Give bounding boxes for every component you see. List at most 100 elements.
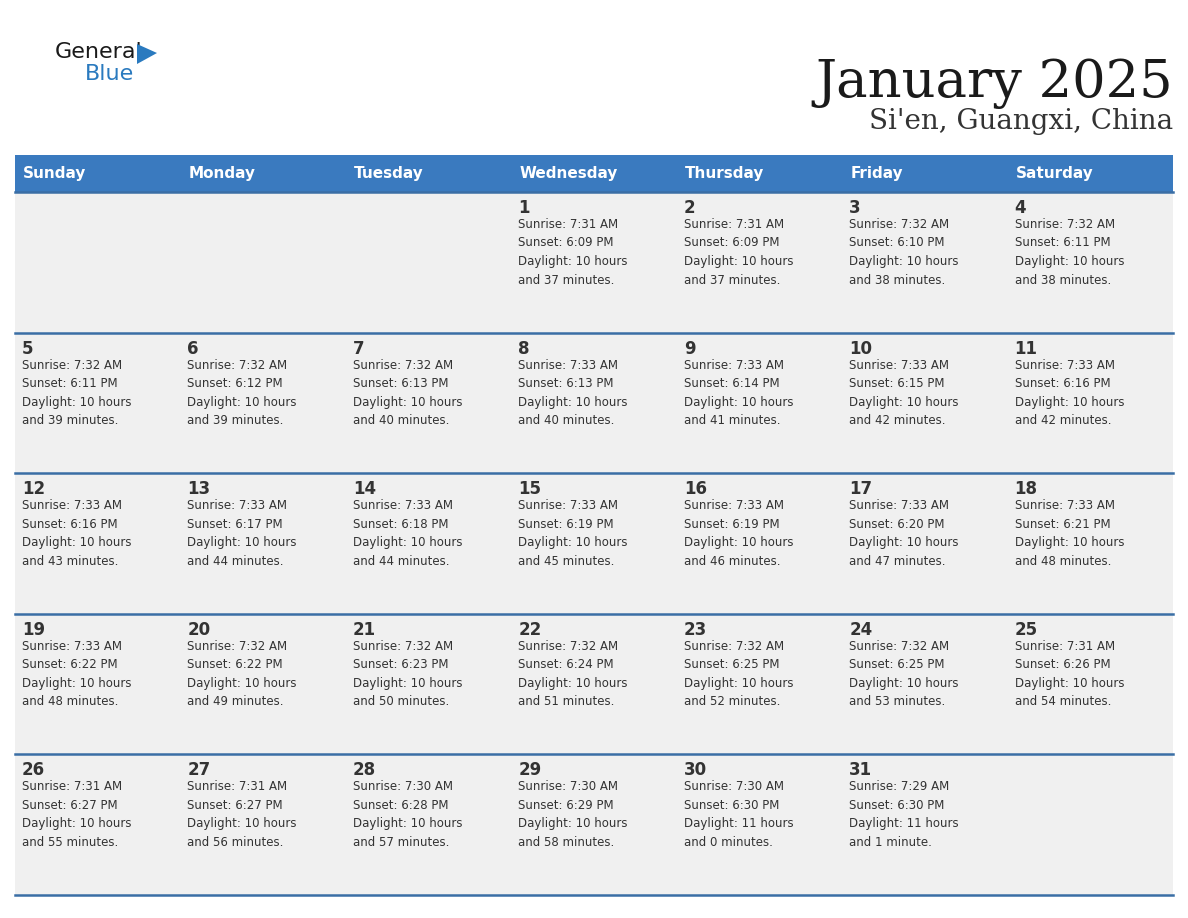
Text: Monday: Monday [189, 166, 255, 181]
Bar [15, 155, 1173, 192]
Bar [677, 614, 842, 755]
Text: Sunrise: 7:31 AM
Sunset: 6:09 PM
Daylight: 10 hours
and 37 minutes.: Sunrise: 7:31 AM Sunset: 6:09 PM Dayligh… [684, 218, 794, 286]
Text: Tuesday: Tuesday [354, 166, 424, 181]
Bar [511, 332, 677, 473]
Bar [15, 192, 181, 332]
Text: 15: 15 [518, 480, 542, 498]
Text: 31: 31 [849, 761, 872, 779]
Text: 7: 7 [353, 340, 365, 358]
Text: Wednesday: Wednesday [519, 166, 618, 181]
Text: Sunrise: 7:31 AM
Sunset: 6:27 PM
Daylight: 10 hours
and 55 minutes.: Sunrise: 7:31 AM Sunset: 6:27 PM Dayligh… [23, 780, 132, 849]
Text: Sunrise: 7:29 AM
Sunset: 6:30 PM
Daylight: 11 hours
and 1 minute.: Sunrise: 7:29 AM Sunset: 6:30 PM Dayligh… [849, 780, 959, 849]
Bar [181, 473, 346, 614]
Text: Sunrise: 7:32 AM
Sunset: 6:25 PM
Daylight: 10 hours
and 53 minutes.: Sunrise: 7:32 AM Sunset: 6:25 PM Dayligh… [849, 640, 959, 709]
Bar [842, 755, 1007, 895]
Text: 24: 24 [849, 621, 872, 639]
Bar [677, 473, 842, 614]
Bar [511, 473, 677, 614]
Text: Sunrise: 7:32 AM
Sunset: 6:25 PM
Daylight: 10 hours
and 52 minutes.: Sunrise: 7:32 AM Sunset: 6:25 PM Dayligh… [684, 640, 794, 709]
Text: 3: 3 [849, 199, 861, 217]
Text: Sunrise: 7:33 AM
Sunset: 6:13 PM
Daylight: 10 hours
and 40 minutes.: Sunrise: 7:33 AM Sunset: 6:13 PM Dayligh… [518, 359, 627, 427]
Text: Blue: Blue [86, 64, 134, 84]
Text: 13: 13 [188, 480, 210, 498]
Bar [842, 192, 1007, 332]
Text: Sunrise: 7:33 AM
Sunset: 6:19 PM
Daylight: 10 hours
and 45 minutes.: Sunrise: 7:33 AM Sunset: 6:19 PM Dayligh… [518, 499, 627, 567]
Bar [1007, 332, 1173, 473]
Text: 23: 23 [684, 621, 707, 639]
Text: 6: 6 [188, 340, 198, 358]
Text: Sunrise: 7:33 AM
Sunset: 6:18 PM
Daylight: 10 hours
and 44 minutes.: Sunrise: 7:33 AM Sunset: 6:18 PM Dayligh… [353, 499, 462, 567]
Text: 29: 29 [518, 761, 542, 779]
Bar [346, 755, 511, 895]
Bar [511, 192, 677, 332]
Bar [842, 614, 1007, 755]
Text: General: General [55, 42, 143, 62]
Text: Sunrise: 7:33 AM
Sunset: 6:19 PM
Daylight: 10 hours
and 46 minutes.: Sunrise: 7:33 AM Sunset: 6:19 PM Dayligh… [684, 499, 794, 567]
Bar [346, 192, 511, 332]
Bar [1007, 473, 1173, 614]
Text: 22: 22 [518, 621, 542, 639]
Text: 11: 11 [1015, 340, 1037, 358]
Text: Sunrise: 7:33 AM
Sunset: 6:16 PM
Daylight: 10 hours
and 43 minutes.: Sunrise: 7:33 AM Sunset: 6:16 PM Dayligh… [23, 499, 132, 567]
Text: Sunrise: 7:31 AM
Sunset: 6:09 PM
Daylight: 10 hours
and 37 minutes.: Sunrise: 7:31 AM Sunset: 6:09 PM Dayligh… [518, 218, 627, 286]
Bar [511, 755, 677, 895]
Bar [346, 614, 511, 755]
Text: 20: 20 [188, 621, 210, 639]
Bar [181, 614, 346, 755]
Text: Saturday: Saturday [1016, 166, 1093, 181]
Text: Sunrise: 7:31 AM
Sunset: 6:27 PM
Daylight: 10 hours
and 56 minutes.: Sunrise: 7:31 AM Sunset: 6:27 PM Dayligh… [188, 780, 297, 849]
Text: Sunrise: 7:31 AM
Sunset: 6:26 PM
Daylight: 10 hours
and 54 minutes.: Sunrise: 7:31 AM Sunset: 6:26 PM Dayligh… [1015, 640, 1124, 709]
Bar [842, 332, 1007, 473]
Text: Sunrise: 7:32 AM
Sunset: 6:24 PM
Daylight: 10 hours
and 51 minutes.: Sunrise: 7:32 AM Sunset: 6:24 PM Dayligh… [518, 640, 627, 709]
Text: Sunrise: 7:33 AM
Sunset: 6:20 PM
Daylight: 10 hours
and 47 minutes.: Sunrise: 7:33 AM Sunset: 6:20 PM Dayligh… [849, 499, 959, 567]
Bar [346, 332, 511, 473]
Text: 14: 14 [353, 480, 375, 498]
Text: Si'en, Guangxi, China: Si'en, Guangxi, China [868, 108, 1173, 135]
Text: 17: 17 [849, 480, 872, 498]
Bar [677, 755, 842, 895]
Bar [181, 192, 346, 332]
Bar [1007, 614, 1173, 755]
Text: Sunrise: 7:32 AM
Sunset: 6:10 PM
Daylight: 10 hours
and 38 minutes.: Sunrise: 7:32 AM Sunset: 6:10 PM Dayligh… [849, 218, 959, 286]
Bar [511, 614, 677, 755]
Bar [15, 473, 181, 614]
Text: 16: 16 [684, 480, 707, 498]
Bar [677, 192, 842, 332]
Text: Sunrise: 7:33 AM
Sunset: 6:14 PM
Daylight: 10 hours
and 41 minutes.: Sunrise: 7:33 AM Sunset: 6:14 PM Dayligh… [684, 359, 794, 427]
Text: January 2025: January 2025 [815, 58, 1173, 109]
Text: 4: 4 [1015, 199, 1026, 217]
Bar [15, 755, 181, 895]
Text: 26: 26 [23, 761, 45, 779]
Bar [15, 332, 181, 473]
Text: Sunrise: 7:33 AM
Sunset: 6:16 PM
Daylight: 10 hours
and 42 minutes.: Sunrise: 7:33 AM Sunset: 6:16 PM Dayligh… [1015, 359, 1124, 427]
Bar [181, 755, 346, 895]
Text: Sunrise: 7:32 AM
Sunset: 6:11 PM
Daylight: 10 hours
and 38 minutes.: Sunrise: 7:32 AM Sunset: 6:11 PM Dayligh… [1015, 218, 1124, 286]
Bar [1007, 755, 1173, 895]
Text: 30: 30 [684, 761, 707, 779]
Text: 9: 9 [684, 340, 695, 358]
Text: 27: 27 [188, 761, 210, 779]
Text: Sunrise: 7:33 AM
Sunset: 6:22 PM
Daylight: 10 hours
and 48 minutes.: Sunrise: 7:33 AM Sunset: 6:22 PM Dayligh… [23, 640, 132, 709]
Text: Sunrise: 7:32 AM
Sunset: 6:12 PM
Daylight: 10 hours
and 39 minutes.: Sunrise: 7:32 AM Sunset: 6:12 PM Dayligh… [188, 359, 297, 427]
Text: Sunrise: 7:33 AM
Sunset: 6:17 PM
Daylight: 10 hours
and 44 minutes.: Sunrise: 7:33 AM Sunset: 6:17 PM Dayligh… [188, 499, 297, 567]
Text: 5: 5 [23, 340, 33, 358]
Text: Sunrise: 7:32 AM
Sunset: 6:13 PM
Daylight: 10 hours
and 40 minutes.: Sunrise: 7:32 AM Sunset: 6:13 PM Dayligh… [353, 359, 462, 427]
Bar [677, 332, 842, 473]
Text: Sunrise: 7:32 AM
Sunset: 6:11 PM
Daylight: 10 hours
and 39 minutes.: Sunrise: 7:32 AM Sunset: 6:11 PM Dayligh… [23, 359, 132, 427]
Text: Friday: Friday [851, 166, 903, 181]
Text: Sunrise: 7:33 AM
Sunset: 6:21 PM
Daylight: 10 hours
and 48 minutes.: Sunrise: 7:33 AM Sunset: 6:21 PM Dayligh… [1015, 499, 1124, 567]
Text: 12: 12 [23, 480, 45, 498]
Text: Sunrise: 7:32 AM
Sunset: 6:23 PM
Daylight: 10 hours
and 50 minutes.: Sunrise: 7:32 AM Sunset: 6:23 PM Dayligh… [353, 640, 462, 709]
Text: 1: 1 [518, 199, 530, 217]
Text: Sunrise: 7:32 AM
Sunset: 6:22 PM
Daylight: 10 hours
and 49 minutes.: Sunrise: 7:32 AM Sunset: 6:22 PM Dayligh… [188, 640, 297, 709]
Text: 2: 2 [684, 199, 695, 217]
Text: 28: 28 [353, 761, 375, 779]
Bar [15, 614, 181, 755]
Text: 19: 19 [23, 621, 45, 639]
Text: 21: 21 [353, 621, 375, 639]
Bar [346, 473, 511, 614]
Bar [1007, 192, 1173, 332]
Text: Sunday: Sunday [23, 166, 87, 181]
Bar [842, 473, 1007, 614]
Text: 18: 18 [1015, 480, 1037, 498]
